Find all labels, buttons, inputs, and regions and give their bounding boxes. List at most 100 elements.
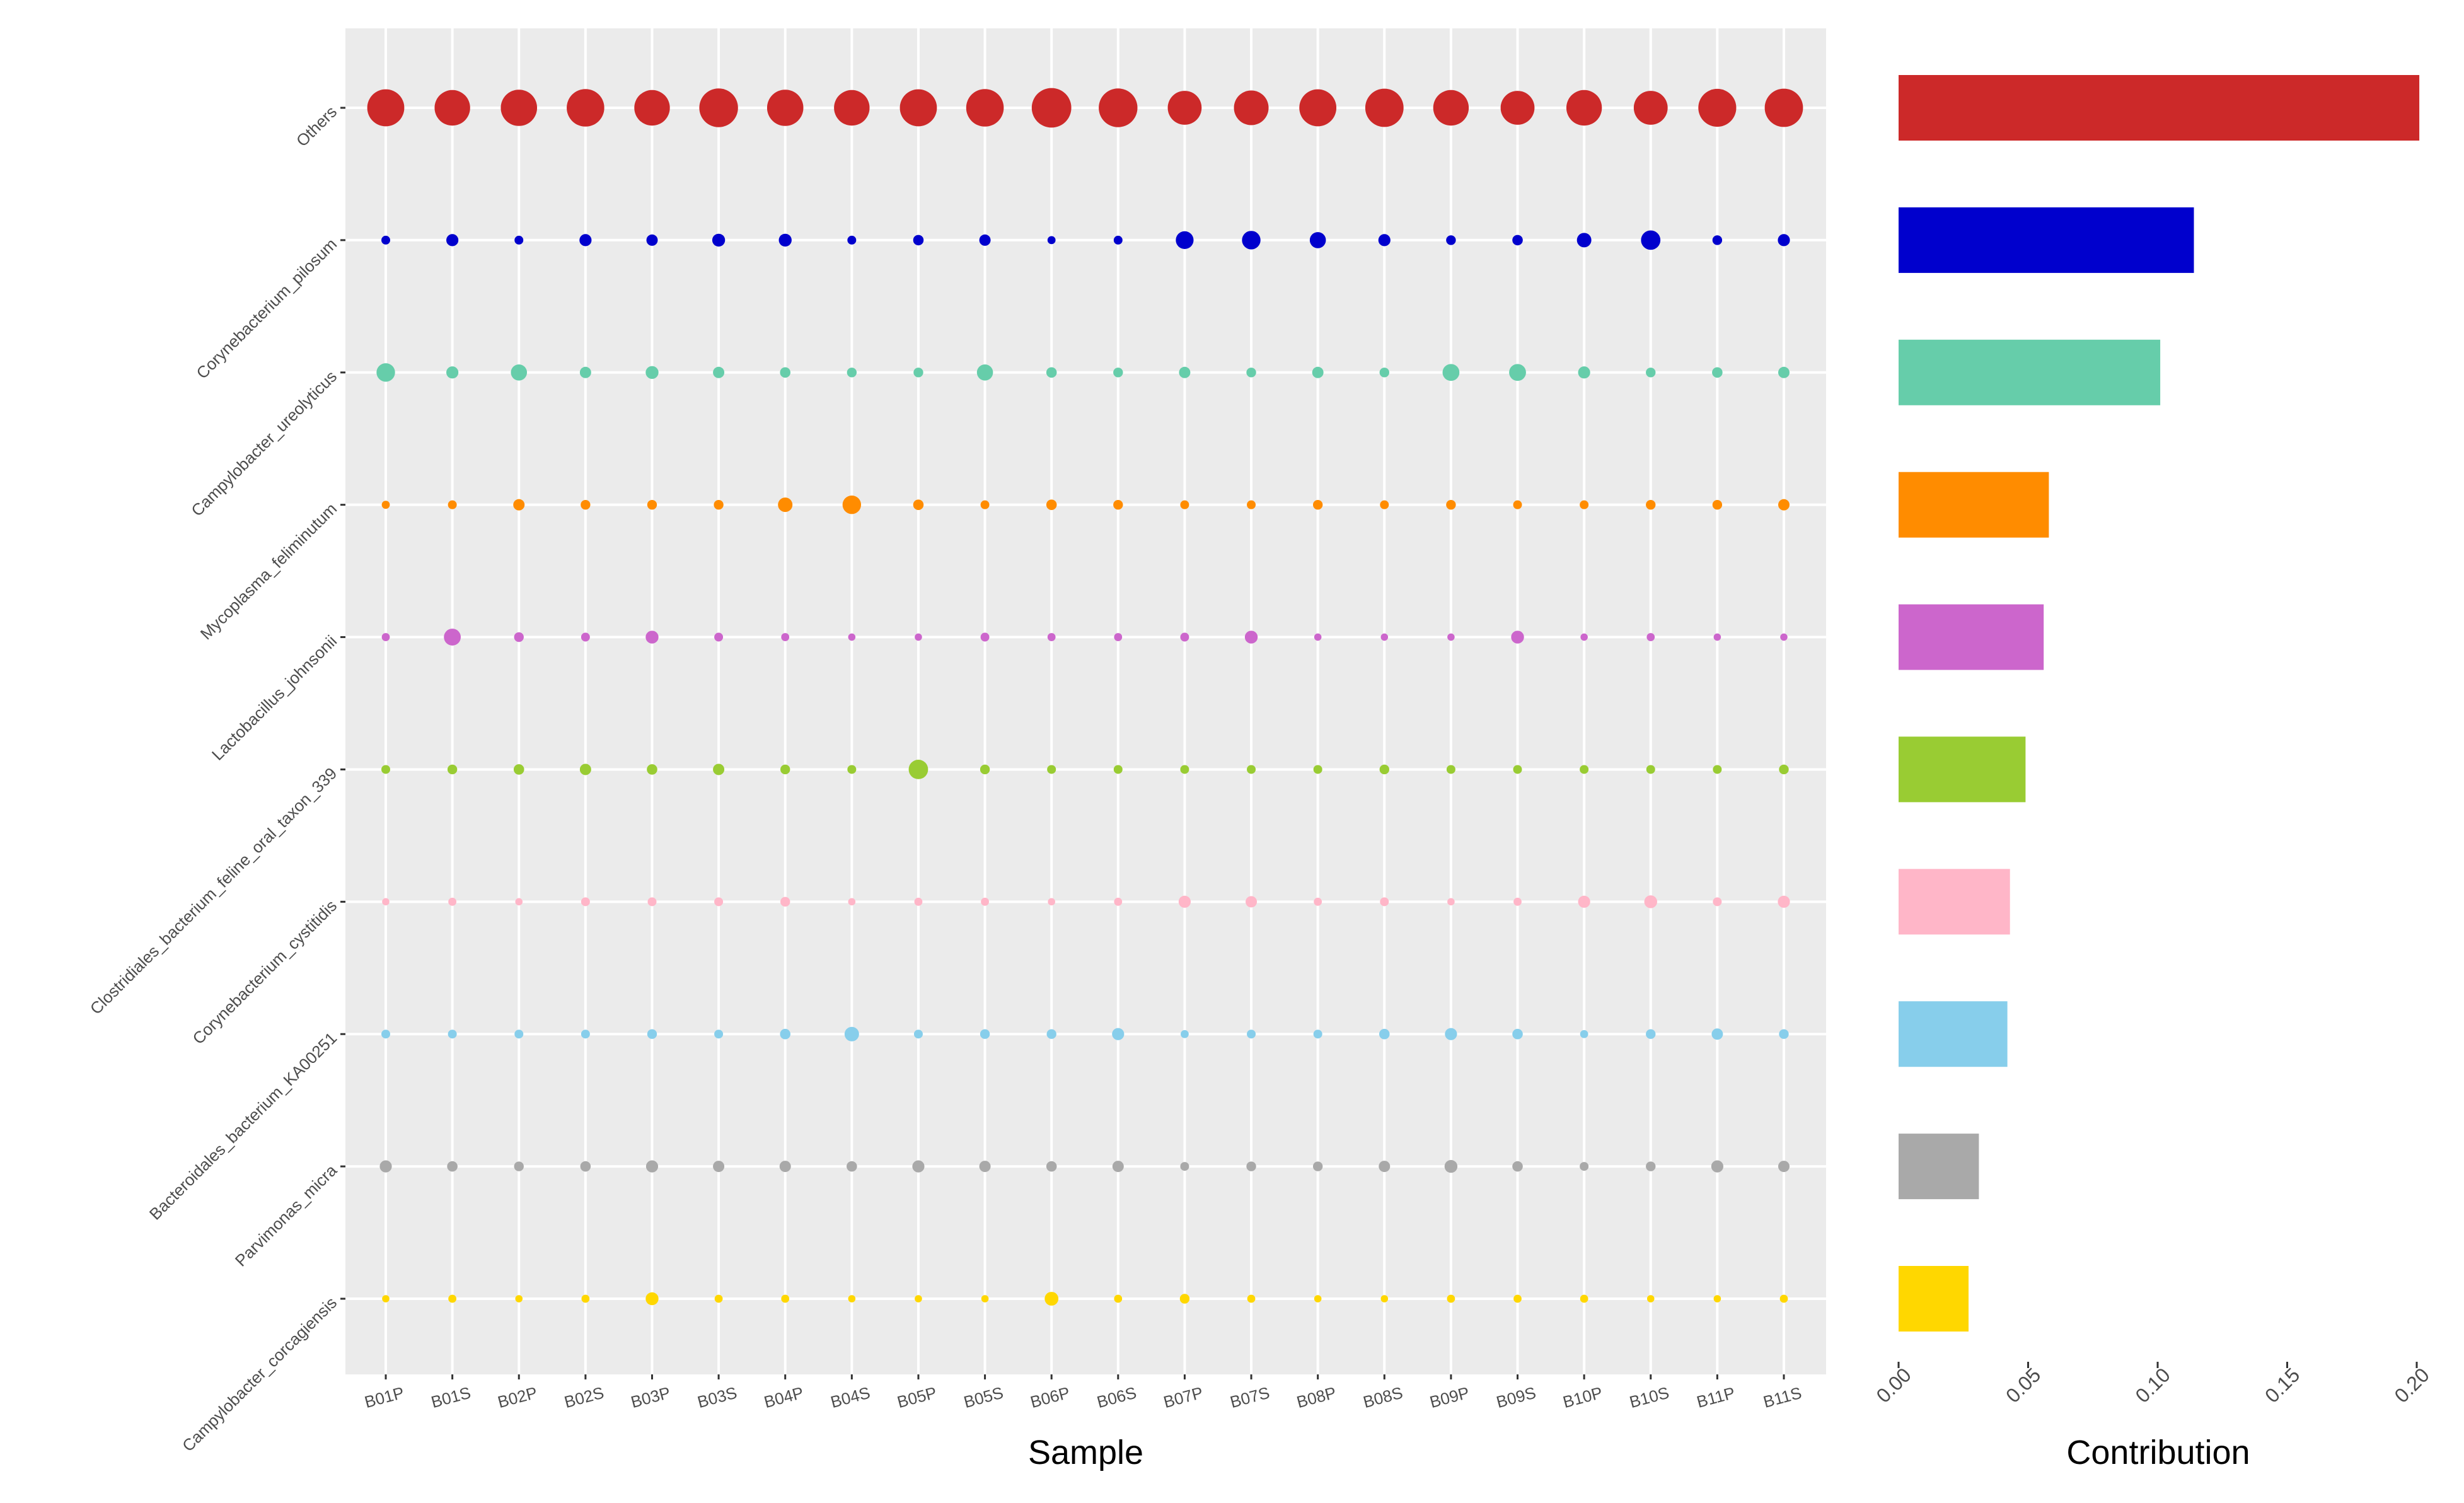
dot-point <box>714 1030 724 1039</box>
dot-point <box>1180 500 1189 509</box>
dot-point <box>1513 500 1522 509</box>
dot-point <box>645 1160 659 1173</box>
dot-point <box>780 367 791 378</box>
dot-point <box>1114 897 1123 906</box>
dot-point <box>381 633 390 641</box>
dot-point <box>913 1030 923 1039</box>
dot-point <box>847 235 857 245</box>
dot-point <box>1247 1294 1256 1303</box>
dot-point <box>500 90 538 126</box>
dot-plot-y-tick-label: Corynebacterium_cystitidis <box>188 896 340 1048</box>
dot-point <box>1044 1292 1059 1306</box>
dot-point <box>1046 1161 1057 1172</box>
dot-plot-x-tick-label: B03S <box>695 1383 739 1412</box>
dot-point <box>513 764 524 775</box>
dot-point <box>1433 90 1469 126</box>
dot-point <box>645 1292 659 1306</box>
dot-point <box>1580 1294 1588 1303</box>
dot-point <box>1114 1294 1123 1303</box>
dot-point <box>1047 765 1056 774</box>
dot-point <box>446 234 459 247</box>
dot-point <box>581 632 590 642</box>
dot-point <box>1512 235 1523 246</box>
dot-plot-x-tick-label: B10P <box>1561 1383 1604 1412</box>
dot-plot-x-tick-label: B11S <box>1761 1383 1803 1412</box>
dot-point <box>966 89 1004 127</box>
dot-point <box>778 497 793 513</box>
dot-point <box>1698 88 1737 127</box>
dot-point <box>646 234 658 246</box>
dot-plot-x-tick-label: B10S <box>1628 1383 1671 1412</box>
dot-point <box>1247 765 1256 774</box>
dot-point <box>714 499 724 510</box>
dot-point <box>1513 765 1522 774</box>
dot-point <box>847 1161 857 1172</box>
dot-point <box>713 763 725 775</box>
dot-point <box>834 90 870 126</box>
dot-point <box>1113 765 1123 774</box>
dot-point <box>1580 500 1589 509</box>
dot-plot-y-tick-labels: OthersCorynebacterium_pilosumCampylobact… <box>86 102 345 1455</box>
dot-point <box>1114 633 1123 641</box>
dot-point <box>713 1161 725 1173</box>
dot-point <box>1312 499 1323 510</box>
dot-point <box>1644 895 1657 908</box>
bar <box>1899 339 2161 405</box>
dot-point <box>1047 236 1056 245</box>
dot-point <box>1380 1295 1389 1303</box>
dot-point <box>1633 91 1668 125</box>
dot-plot-x-axis-title: Sample <box>1028 1434 1143 1471</box>
dot-point <box>448 1030 457 1039</box>
dot-point <box>434 90 470 126</box>
dot-plot-marks <box>367 88 1803 1306</box>
bar-plot-marks <box>1899 75 2420 1332</box>
dot-point <box>645 366 659 379</box>
bar-plot: 0.00 0.05 0.10 0.15 0.20 Contribution <box>1871 75 2434 1471</box>
dot-point <box>1711 1160 1723 1173</box>
dot-point <box>1513 897 1522 906</box>
dot-point <box>1779 764 1789 775</box>
dot-point <box>976 364 993 381</box>
bar-plot-x-tick-label: 0.00 <box>1871 1363 1915 1407</box>
dot-point <box>1234 90 1269 125</box>
dot-point <box>581 897 590 907</box>
dot-point <box>514 1161 524 1171</box>
dot-point <box>381 235 390 245</box>
dot-point <box>981 897 989 906</box>
dot-point <box>1646 368 1656 378</box>
dot-plot-x-tick-label: B05S <box>962 1383 1005 1412</box>
dot-point <box>1047 633 1056 641</box>
dot-point <box>514 1030 524 1039</box>
dot-plot-x-tick-labels: B01P B01S B02P B02S B03P B03S B04P B04S B05P B05S… <box>362 1374 1803 1412</box>
dot-point <box>1778 234 1790 247</box>
dot-point <box>1380 500 1389 509</box>
dot-plot-y-tick-label: Campylobacter_ureolyticus <box>187 367 340 520</box>
dot-point <box>515 898 523 906</box>
dot-point <box>448 897 457 906</box>
dot-point <box>1646 1295 1655 1303</box>
dot-plot-x-tick-label: B06S <box>1095 1383 1138 1412</box>
dot-point <box>1046 367 1057 378</box>
dot-point <box>714 1294 723 1303</box>
dot-plot-y-tick-label: Parvimonas_micra <box>231 1161 341 1270</box>
bar-plot-x-tick-label: 0.20 <box>2390 1363 2433 1407</box>
dot-point <box>766 90 804 126</box>
dot-point <box>1566 90 1602 126</box>
dot-point <box>381 765 390 774</box>
dot-point <box>647 1029 657 1039</box>
dot-point <box>1246 368 1256 378</box>
dot-point <box>447 764 458 775</box>
dot-point <box>513 499 525 511</box>
dot-point <box>1246 1161 1256 1171</box>
dot-point <box>1378 234 1391 247</box>
bar <box>1899 604 2044 670</box>
dot-plot-y-tick-label: Clostridiales_bacterium_feline_oral_taxo… <box>86 763 340 1018</box>
dot-point <box>367 89 405 127</box>
dot-point <box>1313 765 1322 774</box>
dot-point <box>913 235 924 246</box>
dot-point <box>1712 499 1723 510</box>
dot-point <box>581 499 591 510</box>
dot-point <box>847 368 857 378</box>
dot-point <box>1180 765 1189 774</box>
dot-point <box>382 898 390 906</box>
